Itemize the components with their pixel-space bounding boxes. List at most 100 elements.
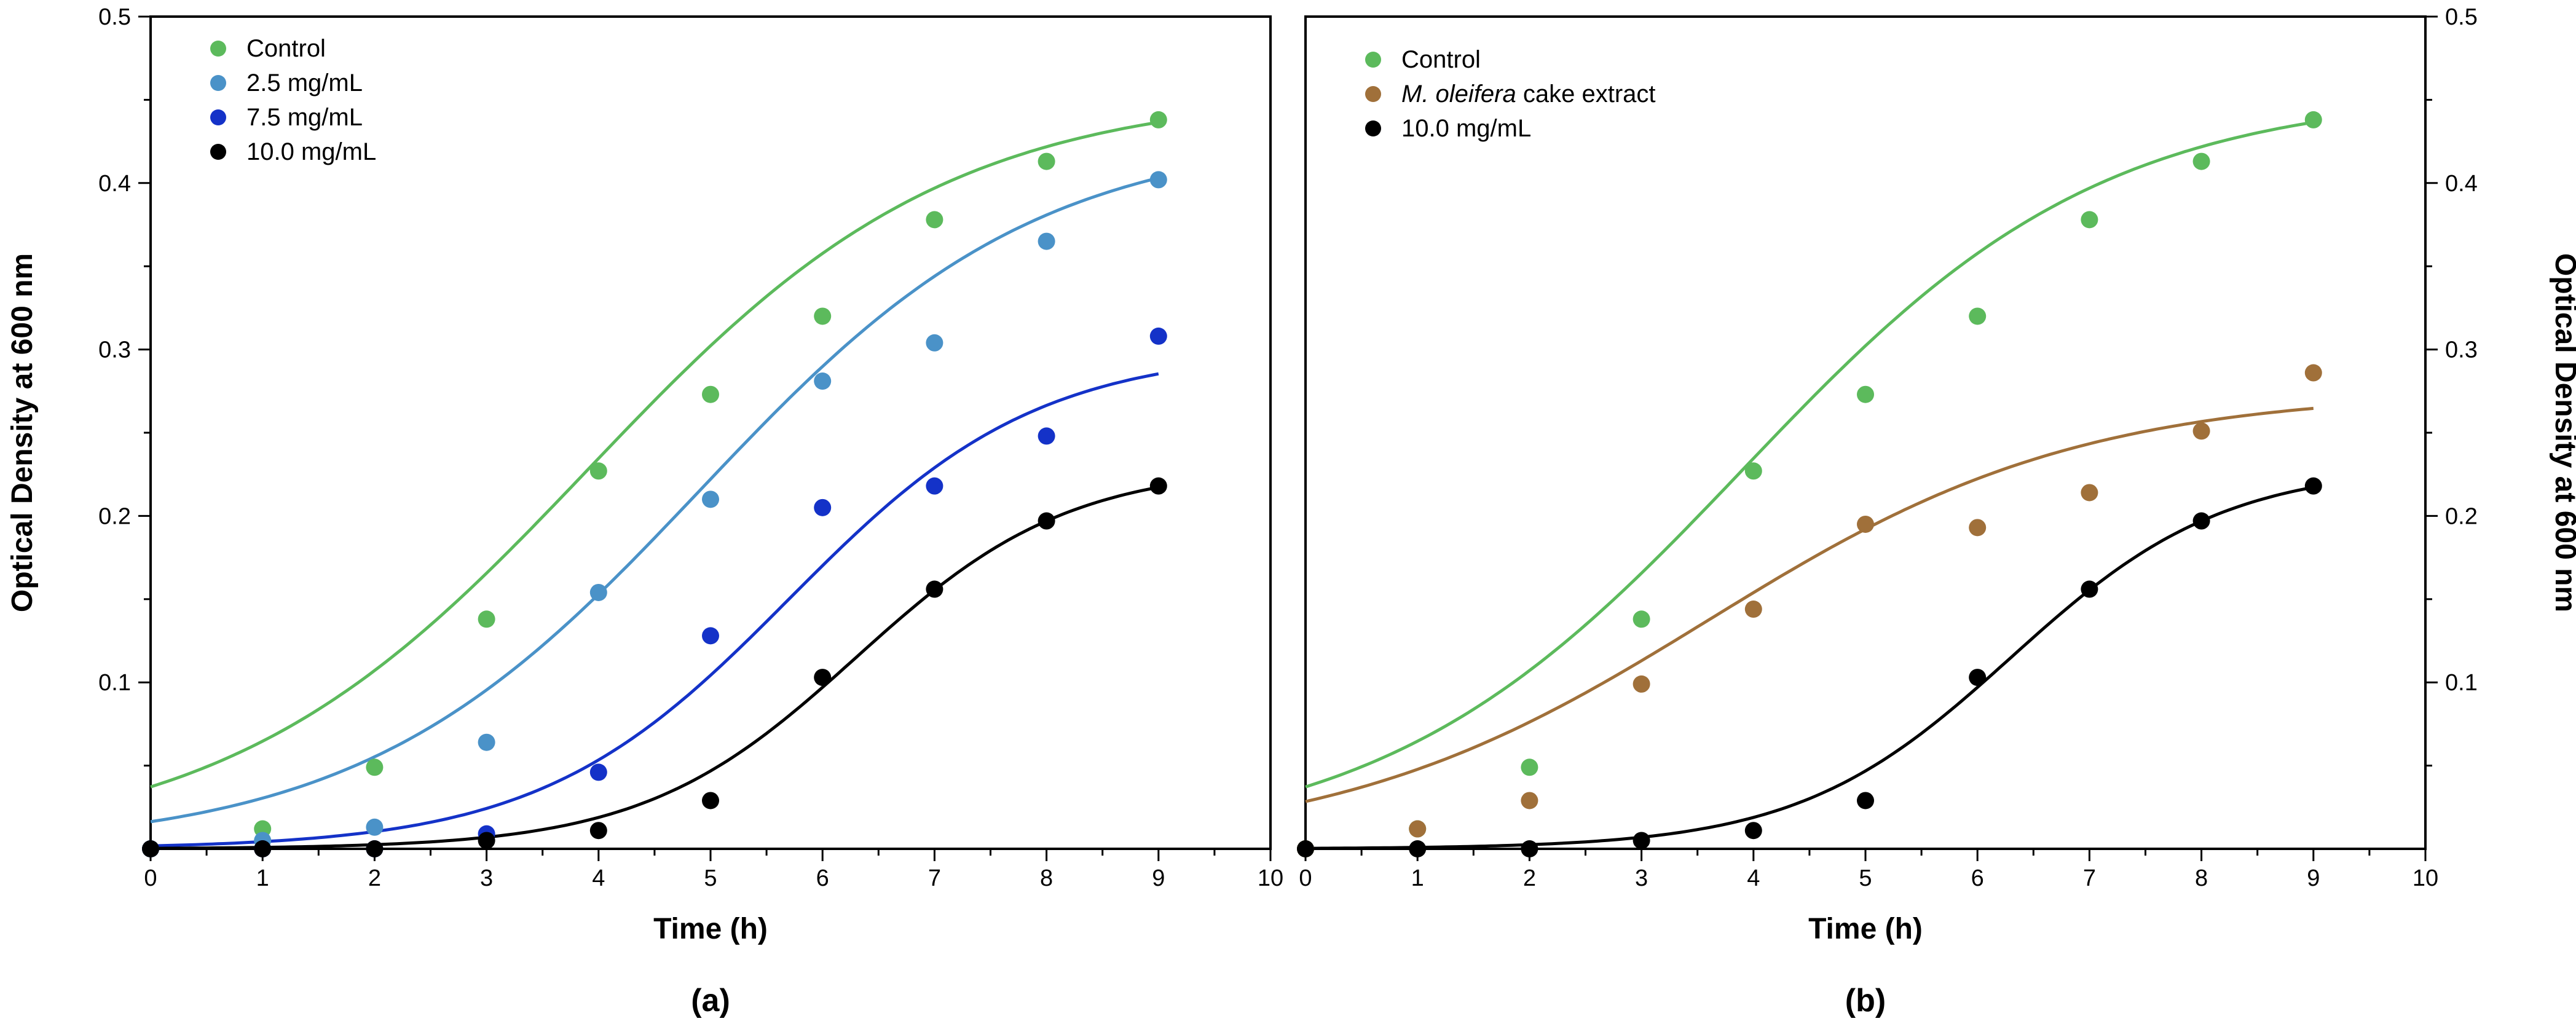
data-point xyxy=(478,832,495,849)
fit-curve-control xyxy=(150,120,1159,789)
fit-curve-10-0-mg-ml xyxy=(150,486,1159,850)
data-point xyxy=(142,840,159,857)
legend-marker xyxy=(1365,86,1381,102)
y-tick-label: 0.2 xyxy=(2445,503,2478,529)
data-point xyxy=(814,307,832,325)
data-point xyxy=(1521,792,1538,809)
data-point xyxy=(814,669,832,687)
x-tick-label: 0 xyxy=(1299,865,1312,891)
data-point xyxy=(926,211,943,229)
data-point xyxy=(1633,675,1650,693)
x-tick-label: 3 xyxy=(1635,865,1648,891)
fit-curve-m-oleifera-cake-extract xyxy=(1305,406,2314,803)
legend-marker xyxy=(210,41,226,57)
x-tick-label: 10 xyxy=(2413,865,2438,891)
data-point xyxy=(478,610,495,628)
y-tick-label: 0.5 xyxy=(98,4,131,30)
data-point xyxy=(366,758,384,776)
legend-marker xyxy=(210,144,226,160)
data-point xyxy=(366,818,384,836)
legend-marker xyxy=(1365,120,1381,136)
x-tick-label: 5 xyxy=(1859,865,1872,891)
data-point xyxy=(1409,840,1427,857)
data-point xyxy=(1744,462,1762,480)
data-point xyxy=(2192,512,2210,530)
y-tick-label: 0.4 xyxy=(98,171,131,197)
x-tick-label: 4 xyxy=(1747,865,1760,891)
tick-labels-a: 0 1 2 3 4 5 6 7 8 9 10 0.1 0.2 0.3 0.4 0.5 xyxy=(98,4,1283,891)
data-point xyxy=(478,733,495,751)
x-tick-label: 7 xyxy=(928,865,941,891)
data-points-a xyxy=(142,111,1167,857)
data-points-b xyxy=(1297,111,2322,857)
legend-label: Control xyxy=(246,35,326,62)
data-point xyxy=(366,840,384,857)
x-tick-label: 4 xyxy=(592,865,605,891)
legend-label: 2.5 mg/mL xyxy=(246,69,363,97)
data-point xyxy=(2304,364,2322,382)
data-point xyxy=(1149,171,1167,189)
ticks-a xyxy=(138,15,1272,861)
x-tick-label: 9 xyxy=(1152,865,1165,891)
panel-a: 0 1 2 3 4 5 6 7 8 9 10 0.1 0.2 0.3 0.4 0.5 Control 2.5 m… xyxy=(6,4,1283,1018)
data-point xyxy=(1969,669,1987,687)
data-point xyxy=(2081,484,2098,502)
x-tick-label: 7 xyxy=(2083,865,2096,891)
legend-a: Control 2.5 mg/mL 7.5 mg/mL 10.0 mg/mL xyxy=(210,35,376,165)
fit-curves-b xyxy=(1305,120,2314,850)
tick-labels-b: 0 1 2 3 4 5 6 7 8 9 10 0.1 0.2 0.3 0.4 0.5 xyxy=(1299,4,2477,891)
data-point xyxy=(702,490,719,508)
y-tick-label: 0.2 xyxy=(98,503,131,529)
data-point xyxy=(1038,512,1055,530)
data-point xyxy=(2304,111,2322,128)
legend-label: 7.5 mg/mL xyxy=(246,104,363,131)
data-point xyxy=(1038,427,1055,445)
data-point xyxy=(1521,840,1538,857)
legend-label: 10.0 mg/mL xyxy=(246,138,376,165)
legend-label: 10.0 mg/mL xyxy=(1401,115,1531,142)
data-point xyxy=(814,372,832,390)
data-point xyxy=(702,792,719,809)
y-tick-label: 0.1 xyxy=(98,670,131,696)
data-point xyxy=(589,822,607,840)
data-point xyxy=(589,763,607,781)
data-point xyxy=(2081,580,2098,598)
x-tick-label: 6 xyxy=(816,865,829,891)
data-point xyxy=(2304,477,2322,495)
data-point xyxy=(1633,832,1650,849)
data-point xyxy=(1149,327,1167,345)
legend-marker xyxy=(1365,52,1381,68)
fit-curve-control xyxy=(1305,120,2314,789)
data-point xyxy=(254,840,272,857)
data-point xyxy=(1744,822,1762,840)
fit-curve-2-5-mg-ml xyxy=(150,176,1159,824)
data-point xyxy=(926,334,943,352)
data-point xyxy=(1038,232,1055,250)
x-tick-label: 9 xyxy=(2307,865,2320,891)
fit-curve-7-5-mg-ml xyxy=(150,372,1159,848)
data-point xyxy=(1744,601,1762,618)
x-tick-label: 2 xyxy=(1523,865,1536,891)
data-point xyxy=(814,498,832,516)
legend-b: Control M. oleifera cake extract 10.0 mg/m… xyxy=(1365,46,1656,142)
fit-curve-10-0-mg-ml xyxy=(1305,486,2314,850)
x-tick-label: 5 xyxy=(704,865,717,891)
data-point xyxy=(1633,610,1650,628)
data-point xyxy=(1149,111,1167,128)
legend-label-italic: M. oleifera xyxy=(1401,81,1516,108)
panel-label-a: (a) xyxy=(691,983,730,1018)
y-axis-title-a: Optical Density at 600 nm xyxy=(6,253,39,612)
data-point xyxy=(1857,385,1874,403)
x-tick-label: 8 xyxy=(2195,865,2208,891)
data-point xyxy=(589,583,607,601)
data-point xyxy=(1521,758,1538,776)
data-point xyxy=(1297,840,1314,857)
data-point xyxy=(2081,211,2098,229)
data-point xyxy=(702,627,719,645)
fit-curves-a xyxy=(150,120,1159,850)
x-tick-label: 1 xyxy=(1411,865,1424,891)
x-tick-label: 10 xyxy=(1258,865,1283,891)
data-point xyxy=(1149,477,1167,495)
data-point xyxy=(1409,820,1427,838)
